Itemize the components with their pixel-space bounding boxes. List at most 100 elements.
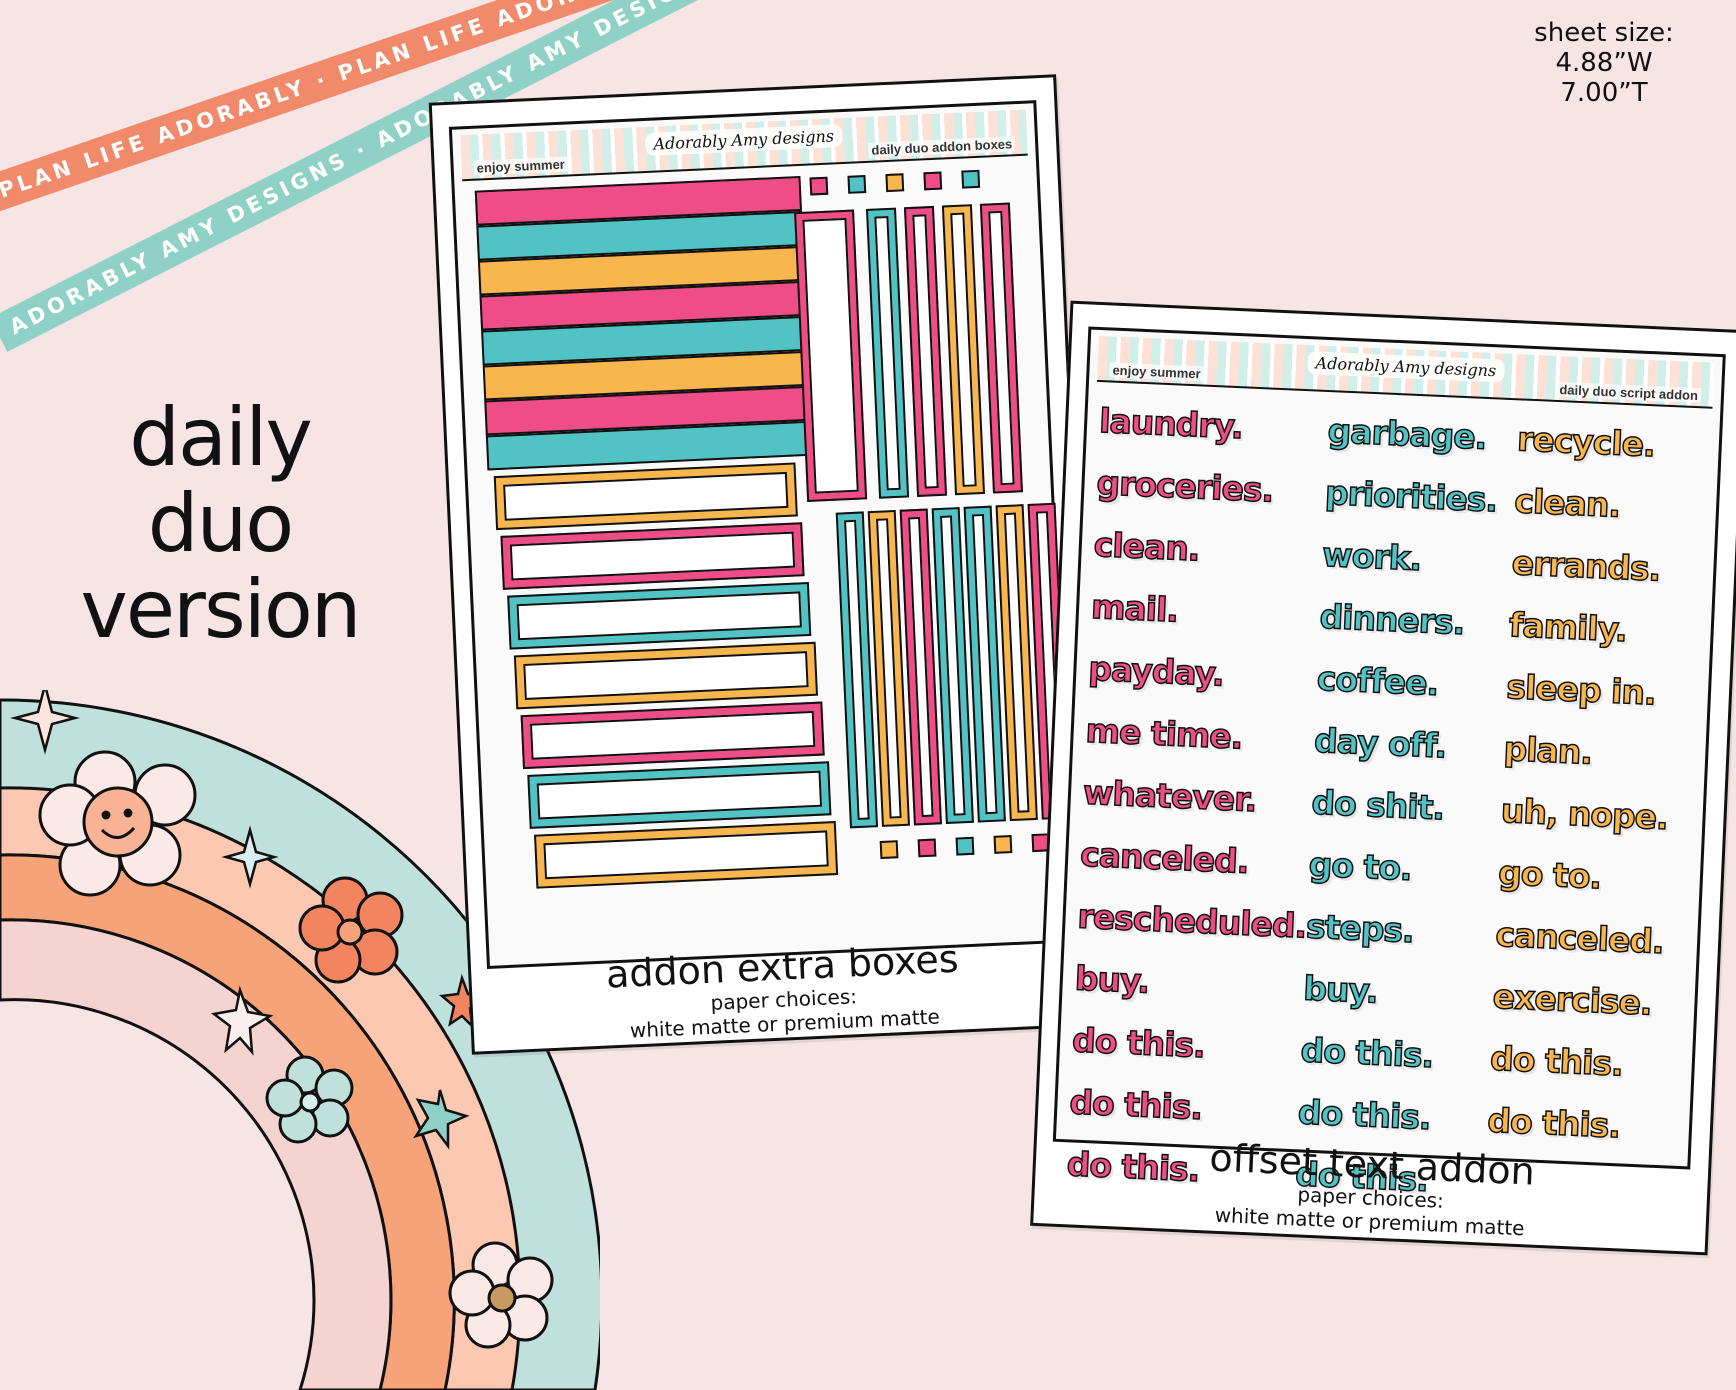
square-sticker bbox=[955, 836, 975, 856]
word-sticker: rescheduled. bbox=[1076, 896, 1308, 946]
square-sticker bbox=[993, 835, 1013, 854]
theme-name: enjoy summer bbox=[473, 156, 569, 176]
word-sticker-grid: laundry. garbage. recycle. groceries. priori… bbox=[1065, 392, 1708, 1200]
square-sticker bbox=[879, 840, 899, 860]
square-sticker bbox=[923, 171, 943, 191]
brand-logo: Adorably Amy designs bbox=[644, 124, 843, 156]
vertical-box-sticker bbox=[865, 207, 910, 499]
word-sticker: me time. bbox=[1084, 710, 1244, 757]
label-box-sticker bbox=[513, 641, 819, 710]
sticker-area: enjoy summer Adorably Amy designs daily … bbox=[448, 100, 1075, 969]
word-sticker: errands. bbox=[1510, 542, 1662, 589]
sheet-height: 7.00”T bbox=[1560, 78, 1648, 108]
label-box-sticker-blank bbox=[523, 651, 809, 700]
word-sticker: do shit. bbox=[1310, 782, 1446, 828]
vertical-box-sticker-blank bbox=[1003, 512, 1030, 813]
word-sticker: coffee. bbox=[1315, 658, 1439, 704]
word-sticker: garbage. bbox=[1326, 410, 1488, 457]
vertical-box-sticker-blank bbox=[988, 210, 1015, 486]
word-sticker: day off. bbox=[1313, 720, 1448, 766]
word-sticker: sleep in. bbox=[1505, 666, 1657, 713]
square-sticker bbox=[917, 838, 937, 858]
word-sticker: go to. bbox=[1307, 844, 1413, 889]
sheet-size-info: sheet size: 4.88”W 7.00”T bbox=[1514, 18, 1694, 108]
theme-name: enjoy summer bbox=[1109, 362, 1204, 382]
word-sticker: steps. bbox=[1305, 906, 1416, 951]
addon-extra-boxes-sheet: enjoy summer Adorably Amy designs daily … bbox=[428, 74, 1100, 1055]
kit-name: daily duo script addon bbox=[1556, 381, 1702, 404]
sheet-width: 4.88”W bbox=[1555, 48, 1653, 78]
word-sticker: clean. bbox=[1513, 480, 1622, 525]
sheet-header: enjoy summer Adorably Amy designs daily … bbox=[460, 109, 1028, 182]
word-sticker: canceled. bbox=[1079, 834, 1250, 882]
vertical-box-sticker bbox=[941, 204, 986, 496]
version-line-1: daily bbox=[129, 391, 313, 484]
label-box-sticker bbox=[520, 701, 825, 770]
word-sticker: uh, nope. bbox=[1499, 790, 1669, 838]
label-box-sticker bbox=[534, 821, 839, 889]
word-sticker: go to. bbox=[1497, 852, 1603, 897]
star-icon bbox=[413, 1089, 470, 1150]
vertical-box-sticker-blank bbox=[844, 519, 870, 821]
word-sticker: work. bbox=[1321, 534, 1423, 579]
word-sticker: exercise. bbox=[1491, 976, 1653, 1023]
word-sticker: laundry. bbox=[1098, 400, 1245, 447]
word-sticker: canceled. bbox=[1494, 914, 1665, 962]
word-sticker: do this. bbox=[1071, 1020, 1207, 1066]
vertical-box-sticker-blank bbox=[971, 513, 998, 815]
label-box-sticker-blank bbox=[543, 830, 829, 880]
word-sticker: do this. bbox=[1489, 1038, 1625, 1084]
label-box-sticker bbox=[507, 581, 812, 650]
square-sticker bbox=[885, 173, 905, 193]
teal-flower-icon bbox=[265, 1055, 354, 1144]
orange-flower-icon bbox=[298, 876, 404, 984]
word-sticker: groceries. bbox=[1095, 462, 1275, 510]
vertical-box-sticker-blank bbox=[876, 518, 902, 819]
brand-logo: Adorably Amy designs bbox=[1307, 351, 1505, 383]
vertical-box-sticker bbox=[903, 205, 948, 497]
word-sticker: whatever. bbox=[1081, 772, 1258, 820]
sticker-area: enjoy summer Adorably Amy designs daily … bbox=[1052, 326, 1726, 1200]
vertical-box-sticker bbox=[794, 209, 868, 502]
label-box-sticker-blank bbox=[516, 591, 802, 641]
version-line-2: duo bbox=[147, 477, 294, 570]
daisy-flower-icon bbox=[448, 1241, 554, 1349]
word-sticker: buy. bbox=[1073, 958, 1150, 1002]
sparkle-icon bbox=[10, 690, 80, 755]
smiley-flower-icon bbox=[38, 750, 197, 897]
word-sticker: clean. bbox=[1092, 524, 1201, 569]
vertical-box-sticker-blank bbox=[939, 515, 966, 816]
word-sticker: buy. bbox=[1302, 968, 1379, 1012]
label-box-sticker bbox=[493, 462, 798, 531]
word-sticker: payday. bbox=[1087, 648, 1225, 694]
vertical-box-sticker-blank bbox=[950, 212, 977, 487]
sheet-size-label: sheet size: bbox=[1534, 18, 1674, 48]
label-box-sticker-blank bbox=[503, 471, 789, 521]
label-box-sticker bbox=[500, 522, 805, 590]
offset-text-addon-sheet: enjoy summer Adorably Amy designs daily … bbox=[1030, 300, 1736, 1256]
vertical-box-sticker-blank bbox=[912, 214, 939, 489]
version-line-3: version bbox=[80, 563, 361, 656]
rainbow-illustration bbox=[0, 690, 600, 1390]
word-sticker: priorities. bbox=[1323, 472, 1498, 520]
vertical-box-sticker bbox=[979, 202, 1023, 494]
word-sticker: do this. bbox=[1299, 1030, 1435, 1076]
word-sticker: dinners. bbox=[1318, 596, 1466, 643]
square-sticker bbox=[961, 169, 981, 189]
word-sticker: plan. bbox=[1502, 728, 1593, 772]
square-sticker bbox=[847, 174, 867, 194]
sparkle-icon bbox=[221, 825, 279, 889]
vertical-box-sticker-blank bbox=[874, 216, 901, 491]
word-sticker: recycle. bbox=[1516, 419, 1657, 465]
kit-name: daily duo addon boxes bbox=[868, 136, 1016, 158]
word-sticker: mail. bbox=[1090, 586, 1180, 630]
label-box-sticker-blank bbox=[536, 770, 823, 820]
square-sticker bbox=[809, 176, 829, 196]
word-sticker: family. bbox=[1508, 604, 1629, 650]
version-title: daily duo version bbox=[40, 395, 400, 653]
vertical-box-sticker-blank bbox=[802, 217, 859, 494]
label-box-sticker-blank bbox=[529, 710, 816, 760]
label-box-sticker-blank bbox=[509, 531, 796, 581]
vertical-box-sticker-blank bbox=[908, 516, 934, 818]
star-icon bbox=[210, 985, 274, 1056]
